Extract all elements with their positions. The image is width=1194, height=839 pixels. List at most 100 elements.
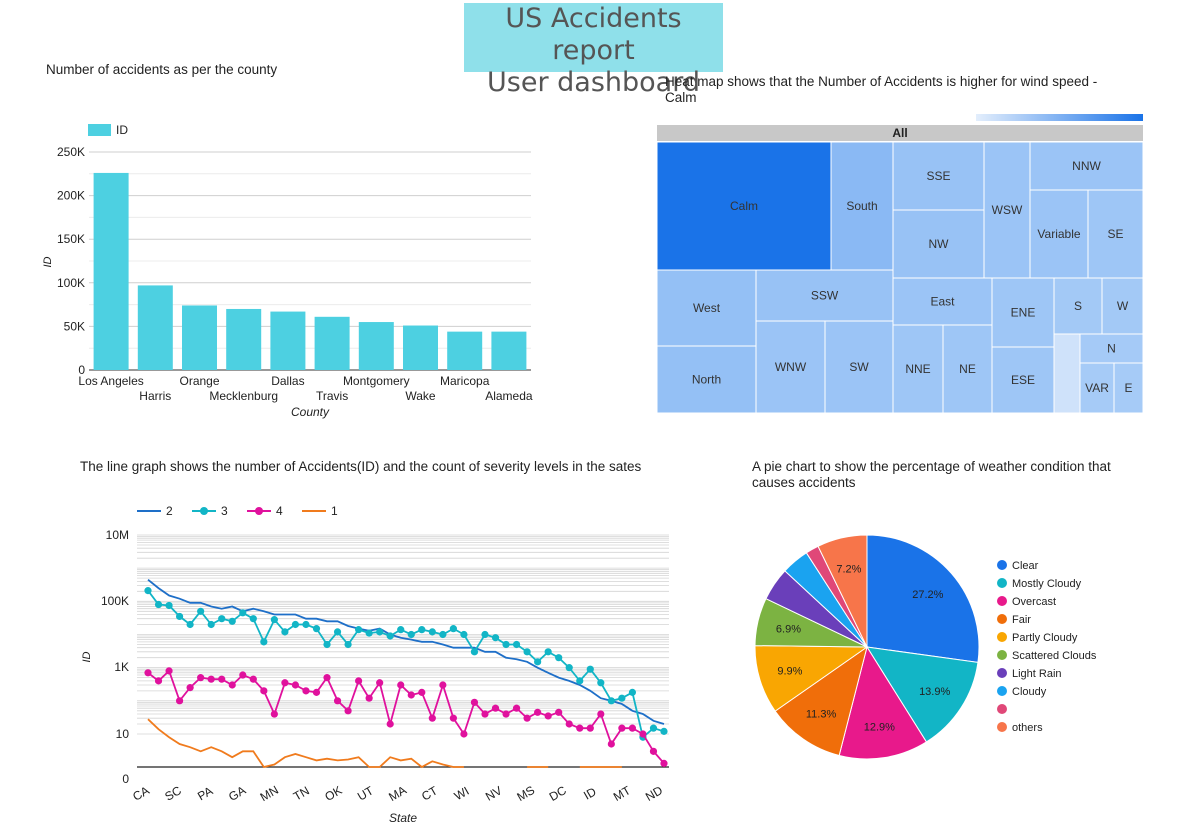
bar-legend-label: ID xyxy=(116,123,128,137)
line-point-series-4 xyxy=(439,681,447,689)
line-legend-label: 1 xyxy=(331,504,338,518)
line-point-series-3 xyxy=(386,632,394,640)
line-series-2 xyxy=(147,578,665,725)
line-point-series-3 xyxy=(481,630,489,639)
line-point-series-4 xyxy=(502,710,510,718)
line-point-series-4 xyxy=(607,740,615,748)
heatmap-tile xyxy=(942,324,993,414)
line-point-series-3 xyxy=(491,634,500,642)
line-point-series-3 xyxy=(502,640,510,649)
bar-x-tick-label: Mecklenburg xyxy=(209,389,278,403)
pie-legend-swatch xyxy=(997,704,1007,714)
bar-mark xyxy=(182,305,217,370)
line-point-series-3 xyxy=(249,615,257,623)
heatmap-tile xyxy=(830,141,894,271)
line-point-series-4 xyxy=(376,679,384,687)
line-point-series-3 xyxy=(281,628,289,636)
bar-y-tick-label: 0 xyxy=(78,363,85,377)
line-point-series-4 xyxy=(197,674,205,682)
line-point-series-3 xyxy=(576,677,584,685)
report-title-line1: US Accidents report xyxy=(505,3,682,66)
heatmap-tile xyxy=(983,141,1031,279)
bar-x-tick-label: Orange xyxy=(179,374,219,388)
line-legend-marker xyxy=(200,507,208,515)
pie-legend-label: Fair xyxy=(1012,614,1031,626)
line-point-series-3 xyxy=(607,697,615,705)
line-point-series-3 xyxy=(144,587,152,595)
line-point-series-4 xyxy=(175,697,184,705)
line-point-series-4 xyxy=(154,677,163,685)
line-point-series-4 xyxy=(249,675,257,683)
line-point-series-3 xyxy=(154,600,163,609)
pie-slice-label: 27.2% xyxy=(912,589,943,601)
line-point-series-4 xyxy=(165,667,173,675)
line-legend-marker xyxy=(255,507,263,515)
bar-y-tick-label: 50K xyxy=(64,319,85,333)
pie-slice xyxy=(838,645,928,760)
heatmap-tile-label: Calm xyxy=(730,199,758,213)
heatmap-tile-label: North xyxy=(692,373,721,387)
line-point-series-3 xyxy=(523,648,531,656)
pie-slice-label: 9.9% xyxy=(777,666,802,678)
line-point-series-4 xyxy=(597,710,605,718)
line-point-series-4 xyxy=(407,691,415,699)
bar-mark xyxy=(403,325,438,370)
line-point-series-4 xyxy=(460,730,468,738)
pie-legend-label: Scattered Clouds xyxy=(1012,650,1097,662)
line-chart-title: The line graph shows the number of Accid… xyxy=(80,459,642,474)
heatmap-tile xyxy=(1053,277,1103,335)
bar-x-tick-label: Los Angeles xyxy=(78,374,143,388)
line-point-series-3 xyxy=(165,601,173,610)
heatmap-tile-label: South xyxy=(846,199,877,213)
line-point-series-4 xyxy=(534,708,542,716)
bar-x-tick-label: Montgomery xyxy=(343,374,410,388)
bar-x-tick-label: Travis xyxy=(316,389,348,403)
line-point-series-4 xyxy=(418,688,426,696)
line-point-series-3 xyxy=(470,648,479,656)
pie-legend-swatch xyxy=(997,650,1007,660)
line-x-tick-label: PA xyxy=(195,784,215,804)
line-point-series-4 xyxy=(312,688,321,696)
line-point-series-4 xyxy=(260,687,268,695)
bar-x-tick-label: Dallas xyxy=(271,374,304,388)
line-point-series-3 xyxy=(260,638,268,646)
pie-slice-label: 6.9% xyxy=(776,624,801,636)
line-point-series-4 xyxy=(302,687,310,695)
line-point-series-4 xyxy=(365,694,373,702)
line-point-series-3 xyxy=(291,620,300,629)
line-point-series-3 xyxy=(660,727,668,735)
bar-y-tick-label: 200K xyxy=(57,189,85,203)
line-point-series-3 xyxy=(270,616,278,624)
line-point-series-3 xyxy=(649,724,658,732)
bar-chart-title: Number of accidents as per the county xyxy=(46,62,278,77)
line-point-series-4 xyxy=(586,724,594,732)
line-point-series-4 xyxy=(428,714,436,722)
line-point-series-4 xyxy=(555,708,563,716)
line-point-series-3 xyxy=(397,626,405,634)
heatmap-tile xyxy=(892,277,993,326)
line-point-series-4 xyxy=(491,704,500,712)
heatmap-tile xyxy=(1079,333,1144,364)
heatmap-tile xyxy=(991,277,1055,348)
heatmap-tile xyxy=(1113,362,1144,414)
heatmap-tile xyxy=(755,269,894,322)
line-point-series-4 xyxy=(649,747,658,755)
line-x-tick-label: WI xyxy=(452,784,472,803)
heatmap-tile xyxy=(656,269,757,347)
line-point-series-4 xyxy=(544,712,552,720)
line-point-series-4 xyxy=(218,675,226,683)
line-point-series-3 xyxy=(207,620,215,629)
heatmap-tile-label: VAR xyxy=(1085,381,1109,395)
report-title-box: US Accidents report User dashboard xyxy=(464,3,723,98)
heatmap-tile-label: NE xyxy=(959,362,976,376)
bar-x-tick-label: Wake xyxy=(405,389,436,403)
pie-legend-label: Overcast xyxy=(1012,596,1056,608)
pie-slice xyxy=(774,645,868,757)
pie-slice-label: 7.2% xyxy=(836,563,861,575)
pie-legend-swatch xyxy=(997,596,1007,606)
line-point-series-3 xyxy=(407,630,415,639)
line-point-series-4 xyxy=(565,720,573,728)
line-point-series-4 xyxy=(323,674,331,682)
bar-legend-swatch xyxy=(88,124,111,136)
heatmap-tile xyxy=(1101,277,1144,335)
